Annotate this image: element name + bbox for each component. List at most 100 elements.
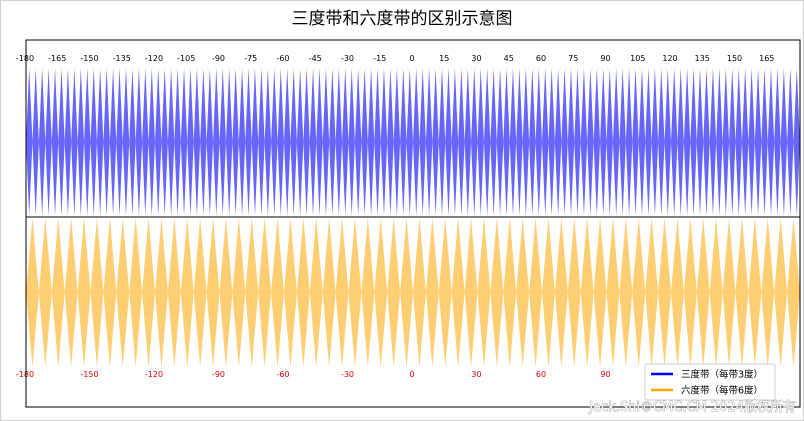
zone-three-degree--144: [103, 68, 110, 216]
zone-three-degree--108: [180, 68, 188, 216]
top-tick-label: 30: [471, 54, 481, 63]
zone-three-degree-27: [471, 68, 478, 216]
zone-three-degree--132: [129, 68, 136, 216]
bottom-tick-label: 60: [536, 370, 546, 379]
zone-six-degree--180: [26, 218, 39, 367]
zone-three-degree-114: [658, 68, 665, 216]
zone-three-degree-72: [567, 68, 575, 216]
zone-three-degree--42: [322, 68, 330, 216]
zone-six-degree-48: [516, 218, 530, 367]
six-degree-panel: [26, 218, 800, 367]
chart-title: 三度带和六度带的区别示意图: [292, 9, 513, 29]
zone-three-degree-171: [780, 68, 788, 216]
zone-three-degree-54: [529, 68, 536, 216]
zone-six-degree--156: [77, 218, 91, 367]
zone-six-degree-6: [425, 218, 439, 367]
legend-label-six-degree: 六度带（每带6度）: [681, 385, 763, 397]
zone-six-degree-114: [658, 218, 671, 367]
zone-three-degree--75: [251, 68, 259, 216]
zone-six-degree--42: [322, 218, 336, 367]
zone-three-degree--3: [406, 68, 413, 216]
legend[interactable]: 三度带（每带3度） 六度带（每带6度）: [644, 363, 776, 401]
zone-three-degree--174: [38, 68, 46, 216]
zone-six-degree-30: [477, 218, 491, 367]
zone-three-degree--141: [109, 68, 117, 216]
bottom-tick-label: -120: [145, 370, 163, 379]
zone-six-degree-102: [632, 218, 646, 367]
zone-six-degree-54: [529, 218, 542, 367]
zone-three-degree--15: [380, 68, 388, 216]
zone-six-degree-168: [774, 218, 788, 367]
zone-three-degree--135: [122, 68, 130, 216]
zone-three-degree--96: [206, 68, 214, 216]
zone-three-degree-138: [709, 68, 717, 216]
zone-six-degree-72: [567, 218, 581, 367]
zone-three-degree-162: [761, 68, 768, 216]
zone-three-degree--111: [174, 68, 181, 216]
zone-six-degree-96: [619, 218, 633, 367]
zone-three-degree-117: [664, 68, 671, 216]
zone-six-degree-0: [413, 218, 426, 367]
top-tick-label: -15: [373, 54, 386, 63]
zone-three-degree--165: [58, 68, 65, 216]
zone-six-degree-78: [580, 218, 594, 367]
zone-three-degree--18: [374, 68, 381, 216]
zone-three-degree--93: [213, 68, 220, 216]
bottom-tick-label: -60: [276, 370, 289, 379]
zone-three-degree--90: [219, 68, 226, 216]
zone-three-degree-0: [413, 68, 420, 216]
zone-three-degree-123: [677, 68, 684, 216]
zone-three-degree-18: [451, 68, 459, 216]
zone-three-degree--30: [348, 68, 355, 216]
bottom-tick-label: -30: [341, 370, 354, 379]
zone-three-degree-57: [535, 68, 542, 216]
top-tick-label: 45: [504, 54, 514, 63]
zone-three-degree--63: [277, 68, 284, 216]
zone-six-degree--144: [103, 218, 117, 367]
zone-three-degree--156: [77, 68, 85, 216]
zone-six-degree-126: [683, 218, 697, 367]
zone-three-degree-144: [722, 68, 730, 216]
zone-six-degree--24: [361, 218, 375, 367]
zone-three-degree--153: [84, 68, 91, 216]
zone-six-degree--102: [193, 218, 207, 367]
zone-six-degree--138: [116, 218, 130, 367]
zone-three-degree--114: [167, 68, 175, 216]
zone-six-degree-138: [709, 218, 723, 367]
zone-three-degree--159: [71, 68, 78, 216]
top-tick-label: 90: [600, 54, 610, 63]
zone-three-degree--120: [155, 68, 162, 216]
zone-six-degree--96: [206, 218, 220, 367]
zone-three-degree--162: [64, 68, 72, 216]
zone-three-degree--168: [51, 68, 59, 216]
zone-three-degree-177: [793, 68, 800, 216]
zone-three-degree-165: [767, 68, 775, 216]
legend-label-three-degree: 三度带（每带3度）: [681, 369, 763, 381]
zone-three-degree--72: [258, 68, 265, 216]
zone-six-degree-66: [554, 218, 568, 367]
zone-three-degree-111: [651, 68, 659, 216]
top-tick-label: 60: [536, 54, 546, 63]
zone-three-degree-48: [516, 68, 523, 216]
zone-six-degree--162: [64, 218, 78, 367]
zone-three-degree-84: [593, 68, 601, 216]
zone-three-degree--69: [264, 68, 272, 216]
zone-six-degree--18: [374, 218, 388, 367]
top-tick-label: 0: [409, 54, 414, 63]
zone-three-degree-87: [600, 68, 607, 216]
axes-lines: [25, 39, 801, 408]
zone-six-degree-24: [464, 218, 478, 367]
zone-three-degree-66: [554, 68, 562, 216]
zone-six-degree--48: [309, 218, 323, 367]
zone-six-degree--60: [284, 218, 297, 367]
zone-three-degree-45: [509, 68, 517, 216]
zone-six-degree--168: [51, 218, 65, 367]
top-tick-label: -165: [48, 54, 66, 63]
zone-three-degree-108: [645, 68, 652, 216]
zone-three-degree--66: [271, 68, 278, 216]
zone-three-degree-168: [774, 68, 781, 216]
zone-six-degree-18: [451, 218, 465, 367]
zone-three-degree--24: [361, 68, 368, 216]
zone-three-degree-141: [716, 68, 723, 216]
zone-three-degree--21: [367, 68, 375, 216]
